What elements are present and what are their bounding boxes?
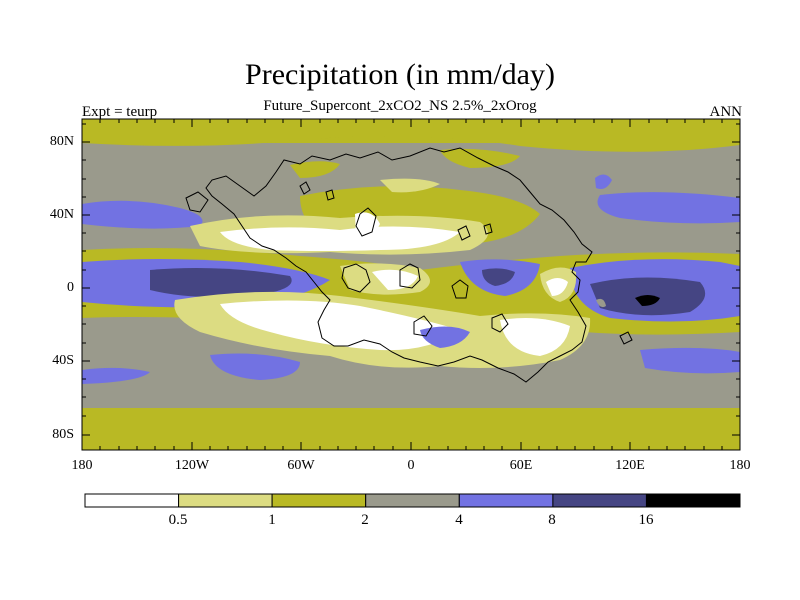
colorbar-label-1: 1 [268,512,276,528]
colorbar-label-8: 8 [548,512,556,528]
colorbar-swatch-1 [178,493,273,508]
lon-label-60w: 60W [287,458,315,473]
lon-label-120e: 120E [615,458,645,473]
lat-label-40s: 40S [52,353,74,368]
precip-field [82,119,740,450]
lat-label-80s: 80S [52,427,74,442]
colorbar-swatch-2 [271,493,367,508]
coastline [185,147,633,383]
experiment-label: Expt = teurp [82,104,158,120]
lon-label-180e: 180 [729,458,751,473]
lon-label-180w: 180 [71,458,93,473]
colorbar-swatch-5 [552,493,648,508]
season-label: ANN [709,104,743,120]
lon-label-0: 0 [407,458,415,473]
lon-label-60e: 60E [509,458,533,473]
colorbar-label-4: 4 [455,512,463,528]
map-title: Precipitation (in mm/day) [245,58,555,91]
lat-label-equator: 0 [67,280,74,295]
colorbar-label-0-5: 0.5 [168,512,188,528]
lon-label-120w: 120W [174,458,210,473]
lat-label-40n: 40N [49,207,74,222]
colorbar-label-2: 2 [361,512,369,528]
colorbar-label-16: 16 [638,512,654,528]
colorbar [84,493,741,508]
map-frame [81,118,741,451]
colorbar-swatch-6 [645,493,741,508]
colorbar-swatch-0 [84,493,180,508]
lat-label-80n: 80N [49,134,74,149]
map-subtitle: Future_Supercont_2xCO2_NS 2.5%_2xOrog [263,98,537,114]
colorbar-swatch-3 [365,493,460,508]
colorbar-swatch-4 [458,493,554,508]
